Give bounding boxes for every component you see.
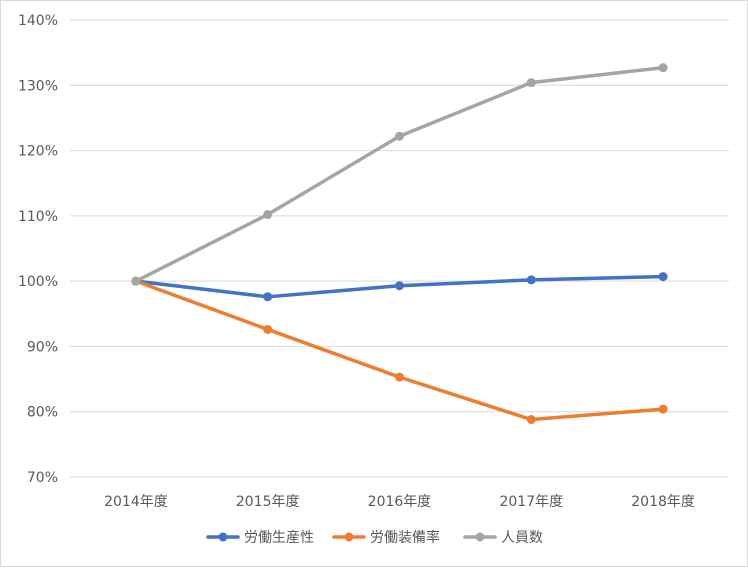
y-tick-label: 140% (18, 13, 58, 29)
data-point (263, 324, 273, 334)
series-line (134, 279, 665, 422)
series-1 (131, 272, 668, 302)
x-tick-label: 2018年度 (631, 494, 695, 510)
y-tick-label: 80% (27, 405, 58, 421)
series-2 (131, 276, 668, 425)
legend-swatch-marker (218, 532, 228, 542)
y-axis-tick-labels: 70% 80% 90% 100% 110% 120% 130% 140% (18, 13, 58, 486)
y-tick-label: 100% (18, 274, 58, 290)
x-tick-label: 2014年度 (104, 494, 168, 510)
legend-swatch-marker (344, 532, 354, 542)
data-point (395, 281, 404, 291)
legend: 労働生産性 労働装備率 人員数 (206, 529, 543, 546)
data-point (526, 415, 536, 425)
data-point (263, 292, 273, 302)
legend-label: 労働装備率 (370, 529, 440, 546)
data-point (526, 78, 536, 88)
legend-swatch-marker (475, 532, 485, 542)
legend-label: 人員数 (501, 530, 543, 546)
gridlines (70, 19, 729, 478)
data-point (526, 275, 536, 285)
y-tick-label: 70% (27, 470, 58, 486)
data-point (658, 272, 668, 282)
y-tick-label: 120% (18, 144, 58, 160)
data-point (263, 210, 273, 220)
x-tick-label: 2017年度 (499, 494, 563, 510)
legend-label: 労働生産性 (244, 530, 314, 546)
series-lines (131, 63, 668, 425)
x-tick-label: 2016年度 (368, 494, 432, 510)
data-point (395, 131, 404, 141)
y-tick-label: 90% (27, 339, 58, 355)
series-3 (131, 63, 668, 286)
x-axis-tick-labels: 2014年度 2015年度 2016年度 2017年度 2018年度 (104, 494, 695, 510)
series-line (134, 65, 665, 283)
y-tick-label: 110% (18, 209, 58, 225)
data-point (658, 404, 668, 414)
data-point (131, 276, 141, 286)
y-tick-label: 130% (18, 78, 58, 94)
x-tick-label: 2015年度 (236, 494, 300, 510)
data-point (395, 372, 404, 382)
data-point (658, 63, 668, 73)
